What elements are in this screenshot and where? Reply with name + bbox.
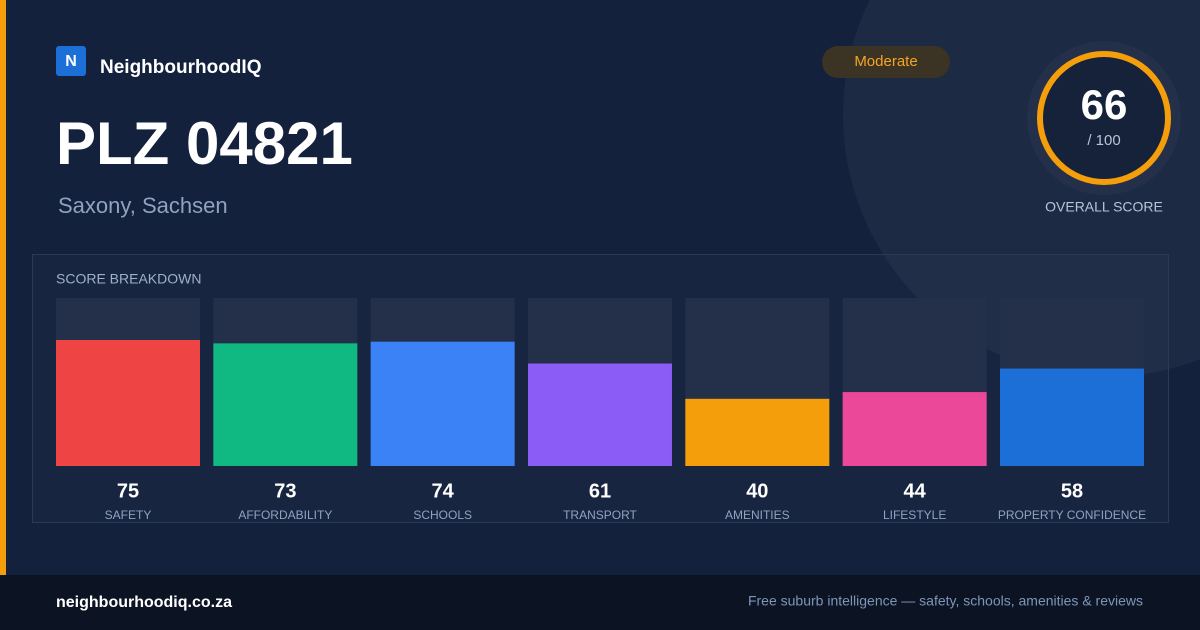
bar — [370, 341, 515, 466]
bar — [527, 363, 672, 466]
gauge-ring — [1037, 51, 1171, 185]
footer-tagline: Free suburb intelligence — safety, schoo… — [748, 593, 1143, 609]
subtitle: Saxony, Sachsen — [58, 193, 228, 218]
value-label: 75 — [117, 480, 139, 502]
bar — [56, 340, 200, 466]
category-label: SCHOOLS — [413, 508, 472, 522]
badge-text: Moderate — [854, 53, 917, 70]
value-label: 73 — [274, 480, 296, 502]
overall-out-of: / 100 — [1087, 132, 1120, 149]
bars: 75 SAFETY 73 AFFORDABILITY 74 SCHOOLS 61 TRANSP… — [56, 298, 1146, 522]
footer-bar — [0, 575, 1200, 630]
bar — [213, 343, 358, 466]
category-label: TRANSPORT — [563, 508, 637, 522]
value-label: 74 — [432, 480, 455, 502]
category-label: PROPERTY CONFIDENCE — [998, 508, 1146, 522]
value-label: 58 — [1061, 480, 1083, 502]
value-label: 40 — [746, 480, 768, 502]
accent-stripe — [0, 0, 6, 575]
category-label: AFFORDABILITY — [238, 508, 332, 522]
footer-site: neighbourhoodiq.co.za — [56, 594, 232, 611]
bar — [685, 398, 830, 466]
bar — [842, 392, 987, 466]
title: PLZ 04821 — [56, 110, 353, 177]
badge — [822, 46, 950, 78]
brand-name: NeighbourhoodIQ — [100, 57, 261, 78]
chart-title: SCORE BREAKDOWN — [56, 271, 201, 287]
logo — [56, 46, 86, 76]
overall-label: OVERALL SCORE — [1045, 199, 1163, 215]
category-label: AMENITIES — [725, 508, 790, 522]
overall-score: 66 — [1081, 81, 1128, 128]
breakdown-panel — [32, 254, 1169, 523]
category-label: LIFESTYLE — [883, 508, 946, 522]
bar — [999, 368, 1144, 466]
logo-letter: N — [65, 53, 77, 70]
value-label: 61 — [589, 480, 611, 502]
value-label: 44 — [904, 480, 927, 502]
category-label: SAFETY — [105, 508, 152, 522]
